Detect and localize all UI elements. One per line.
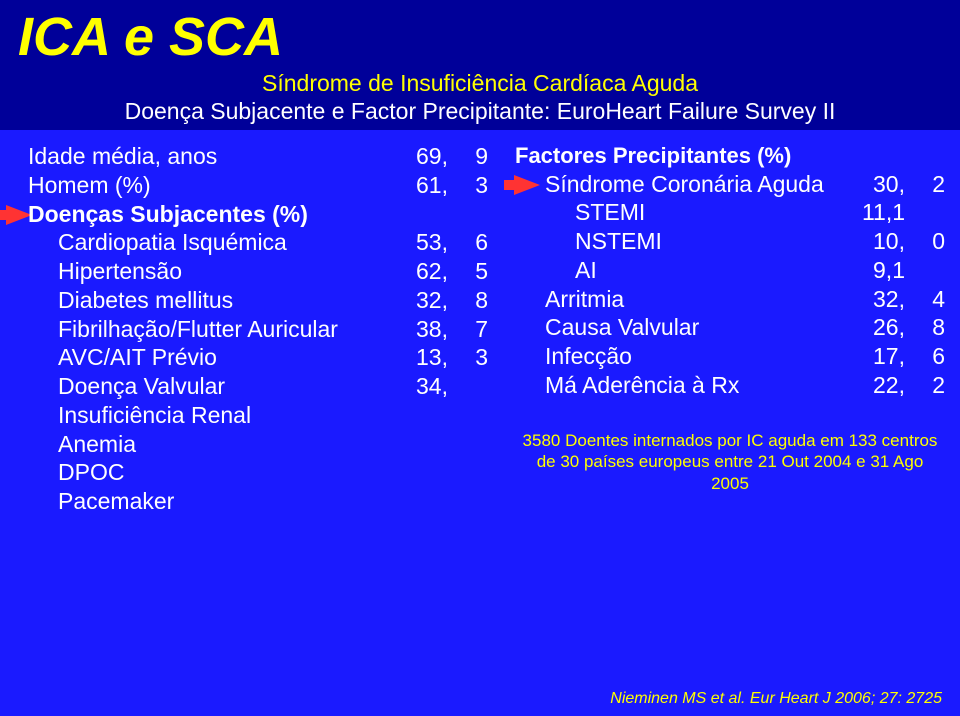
right-row: Infecção17,6: [515, 342, 945, 371]
row-label: Insuficiência Renal: [28, 401, 400, 430]
row-value: 69,: [400, 142, 448, 171]
content-area: Idade média, anos69,9Homem (%)61,3Doença…: [0, 130, 960, 716]
left-row: Cardiopatia Isquémica53,6: [28, 228, 488, 257]
row-label: Doença Valvular: [28, 372, 400, 401]
factors-header: Factores Precipitantes (%): [515, 142, 945, 170]
row-value: [400, 200, 448, 229]
row-value: 13,: [400, 343, 448, 372]
row-value: 22,: [857, 371, 905, 400]
row-label: Pacemaker: [28, 487, 400, 516]
right-row: Causa Valvular26,8: [515, 313, 945, 342]
row-value-decimal: 8: [448, 286, 488, 315]
row-value: 17,: [857, 342, 905, 371]
row-value: [400, 487, 448, 516]
citation: Nieminen MS et al. Eur Heart J 2006; 27:…: [610, 690, 942, 708]
row-value-decimal: [448, 458, 488, 487]
right-row: AI9,1: [515, 256, 945, 285]
subsubtitle: Doença Subjacente e Factor Precipitante:…: [18, 98, 942, 125]
left-row: DPOC: [28, 458, 488, 487]
right-row: Arritmia32,4: [515, 285, 945, 314]
row-label: Má Aderência à Rx: [515, 371, 857, 400]
right-column: Factores Precipitantes (%) Síndrome Coro…: [515, 142, 945, 400]
row-value-decimal: 7: [448, 315, 488, 344]
row-value-decimal: 6: [448, 228, 488, 257]
row-label: Cardiopatia Isquémica: [28, 228, 400, 257]
row-value-decimal: 0: [905, 227, 945, 256]
row-label: Hipertensão: [28, 257, 400, 286]
section-header: Doenças Subjacentes (%): [28, 200, 400, 229]
left-row: AVC/AIT Prévio13,3: [28, 343, 488, 372]
row-label: Fibrilhação/Flutter Auricular: [28, 315, 400, 344]
row-value: 10,: [857, 227, 905, 256]
left-column: Idade média, anos69,9Homem (%)61,3Doença…: [28, 142, 488, 516]
row-value: 38,: [400, 315, 448, 344]
row-value-decimal: 2: [905, 371, 945, 400]
row-value-decimal: 9: [448, 142, 488, 171]
row-label: Anemia: [28, 430, 400, 459]
row-label: DPOC: [28, 458, 400, 487]
footnote: 3580 Doentes internados por IC aguda em …: [520, 430, 940, 494]
right-row: NSTEMI10,0: [515, 227, 945, 256]
row-label: AVC/AIT Prévio: [28, 343, 400, 372]
left-row: Diabetes mellitus32,8: [28, 286, 488, 315]
row-value-decimal: [448, 401, 488, 430]
row-value-decimal: 4: [905, 285, 945, 314]
row-value: 32,: [400, 286, 448, 315]
row-value-decimal: 3: [448, 171, 488, 200]
left-row: Insuficiência Renal: [28, 401, 488, 430]
row-value-decimal: 5: [448, 257, 488, 286]
row-label: Síndrome Coronária Aguda: [515, 170, 857, 199]
row-label: Causa Valvular: [515, 313, 857, 342]
row-value: 53,: [400, 228, 448, 257]
main-title: ICA e SCA: [18, 6, 942, 68]
row-value-decimal: [448, 200, 488, 229]
row-value-decimal: 6: [905, 342, 945, 371]
row-value-decimal: 8: [905, 313, 945, 342]
row-value: [400, 401, 448, 430]
row-value-decimal: 3: [448, 343, 488, 372]
row-value-decimal: 2: [905, 170, 945, 199]
row-value: 34,: [400, 372, 448, 401]
row-value-decimal: [448, 487, 488, 516]
row-value-decimal: [448, 372, 488, 401]
row-value: [400, 430, 448, 459]
left-row: Hipertensão62,5: [28, 257, 488, 286]
row-value: [400, 458, 448, 487]
row-label: AI: [515, 256, 857, 285]
row-label: Diabetes mellitus: [28, 286, 400, 315]
row-value-decimal: [448, 430, 488, 459]
left-row: Homem (%)61,3: [28, 171, 488, 200]
row-label: Infecção: [515, 342, 857, 371]
row-label: Arritmia: [515, 285, 857, 314]
row-value-decimal: [905, 256, 945, 285]
row-value: 62,: [400, 257, 448, 286]
left-row: Pacemaker: [28, 487, 488, 516]
row-value: 32,: [857, 285, 905, 314]
row-label: Idade média, anos: [28, 142, 400, 171]
left-row: Anemia: [28, 430, 488, 459]
factors-header-row: Factores Precipitantes (%): [515, 142, 945, 170]
row-value: 26,: [857, 313, 905, 342]
row-value: 11,1: [857, 198, 905, 227]
left-row: Doença Valvular34,: [28, 372, 488, 401]
right-row: Síndrome Coronária Aguda30,2: [515, 170, 945, 199]
row-value: 30,: [857, 170, 905, 199]
row-label: Homem (%): [28, 171, 400, 200]
right-row: STEMI11,1: [515, 198, 945, 227]
row-label: STEMI: [515, 198, 857, 227]
row-label: NSTEMI: [515, 227, 857, 256]
left-row: Doenças Subjacentes (%): [28, 200, 488, 229]
row-value-decimal: [905, 198, 945, 227]
right-row: Má Aderência à Rx22,2: [515, 371, 945, 400]
row-value: 9,1: [857, 256, 905, 285]
subtitle: Síndrome de Insuficiência Cardíaca Aguda: [18, 70, 942, 97]
title-band: ICA e SCA Síndrome de Insuficiência Card…: [0, 0, 960, 130]
left-row: Fibrilhação/Flutter Auricular38,7: [28, 315, 488, 344]
row-value: 61,: [400, 171, 448, 200]
left-row: Idade média, anos69,9: [28, 142, 488, 171]
